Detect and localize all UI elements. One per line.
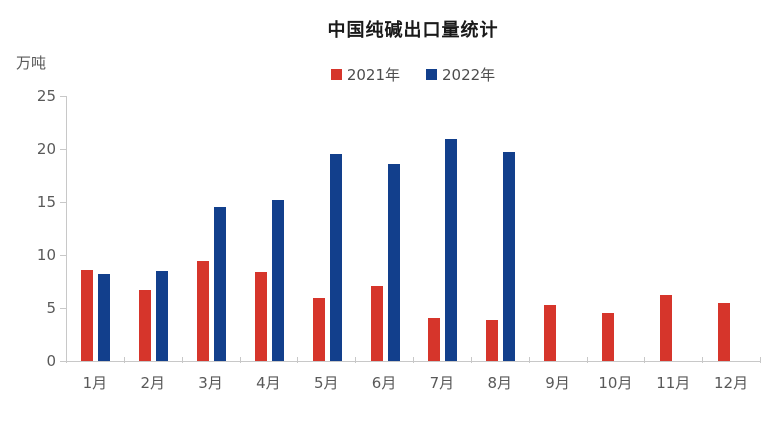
bar-2021年-5月 — [312, 298, 325, 361]
y-tick-mark-20 — [60, 149, 66, 150]
bar-2022年-2月 — [156, 270, 169, 361]
x-tick-mark-0 — [66, 357, 67, 363]
plot-area — [66, 96, 761, 362]
bar-group-10月 — [587, 96, 645, 361]
bar-2022年-4月 — [271, 199, 284, 361]
bar-group-8月 — [472, 96, 530, 361]
bar-2021年-3月 — [197, 261, 210, 361]
x-tick-label-6月: 6月 — [371, 374, 397, 392]
bar-2021年-12月 — [717, 302, 730, 361]
bar-2021年-7月 — [428, 317, 441, 361]
y-tick-mark-25 — [60, 96, 66, 97]
x-tick-label-3月: 3月 — [198, 374, 223, 392]
legend-label-2021: 2021年 — [346, 66, 400, 84]
bar-2021年-2月 — [139, 289, 152, 361]
x-tick-label-5月: 5月 — [313, 374, 339, 392]
x-tick-mark-9 — [587, 357, 588, 363]
bar-group-9月 — [530, 96, 588, 361]
x-tick-label-10月: 10月 — [598, 374, 633, 392]
x-tick-mark-6 — [413, 357, 414, 363]
legend-swatch-2021-icon — [330, 69, 342, 80]
bar-2022年-8月 — [503, 152, 516, 361]
x-tick-mark-7 — [471, 357, 472, 363]
chart-title: 中国纯碱出口量统计 — [327, 20, 499, 41]
bar-2022年-6月 — [387, 163, 400, 361]
bar-2021年-11月 — [659, 295, 672, 361]
y-tick-mark-15 — [60, 202, 66, 203]
x-tick-mark-3 — [240, 357, 241, 363]
bar-group-2月 — [125, 96, 183, 361]
x-tick-mark-11 — [702, 357, 703, 363]
bar-2022年-5月 — [329, 154, 342, 361]
bar-2021年-9月 — [544, 304, 557, 361]
bar-group-1月 — [67, 96, 125, 361]
bar-group-12月 — [703, 96, 761, 361]
x-tick-mark-10 — [644, 357, 645, 363]
bar-2022年-7月 — [445, 139, 458, 361]
bar-group-3月 — [183, 96, 241, 361]
x-tick-label-4月: 4月 — [256, 374, 281, 392]
x-tick-label-7月: 7月 — [429, 374, 455, 392]
x-tick-label-1月: 1月 — [82, 374, 108, 392]
y-tick-label-15: 15 — [36, 193, 56, 211]
x-tick-mark-4 — [297, 357, 298, 363]
bar-2022年-1月 — [98, 274, 111, 361]
y-axis-unit-label: 万吨 — [16, 54, 47, 72]
y-tick-mark-5 — [60, 308, 66, 309]
legend-item-2022[interactable]: 2022年 — [426, 64, 495, 85]
bar-group-11月 — [645, 96, 703, 361]
bar-2021年-10月 — [601, 313, 614, 361]
bars-container — [67, 96, 761, 361]
x-tick-mark-2 — [182, 357, 183, 363]
y-tick-mark-10 — [60, 255, 66, 256]
y-tick-label-0: 0 — [46, 352, 56, 370]
bar-group-5月 — [298, 96, 356, 361]
bar-2021年-4月 — [254, 271, 267, 361]
x-tick-label-12月: 12月 — [714, 374, 749, 392]
x-tick-label-8月: 8月 — [487, 374, 513, 392]
x-tick-label-2月: 2月 — [140, 374, 166, 392]
x-tick-label-9月: 9月 — [545, 374, 570, 392]
legend: 2021年 2022年 — [66, 64, 760, 85]
bar-2022年-3月 — [214, 207, 227, 361]
bar-2021年-1月 — [81, 269, 94, 361]
y-tick-mark-0 — [60, 361, 66, 362]
x-tick-label-11月: 11月 — [656, 374, 691, 392]
legend-label-2022: 2022年 — [442, 66, 496, 84]
bar-group-6月 — [356, 96, 414, 361]
x-tick-mark-1 — [124, 357, 125, 363]
y-tick-label-20: 20 — [36, 140, 56, 158]
x-tick-mark-5 — [355, 357, 356, 363]
x-tick-mark-8 — [529, 357, 530, 363]
bar-group-4月 — [240, 96, 298, 361]
legend-item-2021[interactable]: 2021年 — [330, 64, 400, 85]
y-tick-label-5: 5 — [46, 299, 56, 317]
bar-group-7月 — [414, 96, 472, 361]
y-tick-label-25: 25 — [36, 87, 56, 105]
bar-2021年-8月 — [486, 319, 499, 361]
y-tick-label-10: 10 — [36, 246, 56, 264]
bar-2021年-6月 — [370, 285, 383, 361]
x-tick-mark-12 — [760, 357, 761, 363]
legend-swatch-2022-icon — [426, 69, 437, 80]
